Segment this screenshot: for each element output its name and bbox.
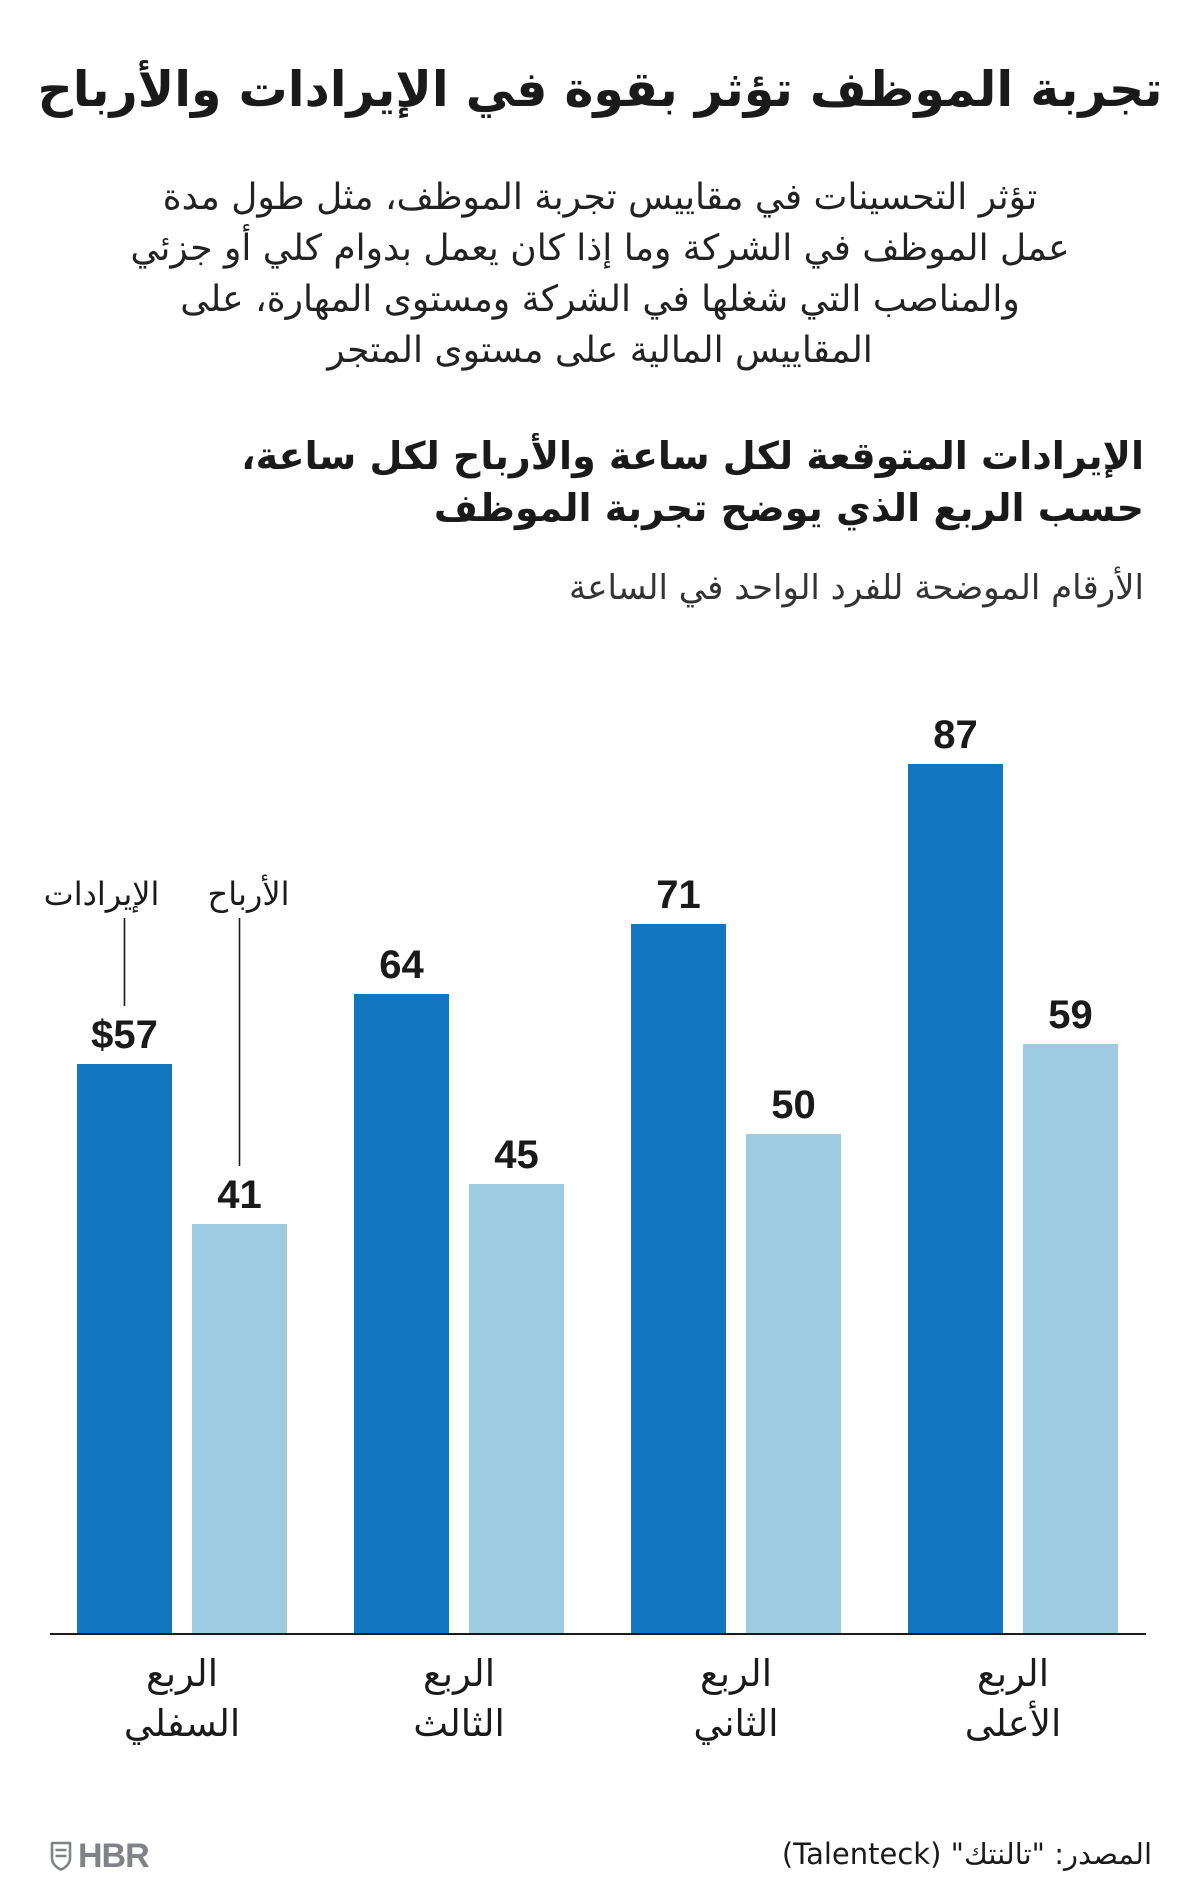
chart-title-line-text: حسب الربع الذي يوضح تجربة الموظف: [433, 486, 1144, 530]
legend-label-profit: الأرباح: [208, 874, 290, 913]
revenue-bar: [908, 764, 1003, 1634]
revenue-bar: [77, 1064, 172, 1634]
shield-icon: [50, 1841, 72, 1871]
chart-title-line-text: الإيرادات المتوقعة لكل ساعة والأرباح لكل…: [241, 434, 1144, 478]
chart-title-line: حسب الربع الذي يوضح تجربة الموظف: [104, 482, 1144, 534]
source-text: المصدر: "تالنتك" (Talenteck): [781, 1837, 1152, 1871]
description-line-text: المقاييس المالية على مستوى المتجر: [327, 330, 873, 371]
chart-title: الإيرادات المتوقعة لكل ساعة والأرباح لكل…: [104, 430, 1144, 534]
category-label-line: الثاني: [693, 1702, 778, 1745]
profit-value-label: 45: [494, 1133, 539, 1177]
revenue-bar: [354, 994, 449, 1634]
profit-value-label: 59: [1048, 993, 1093, 1037]
description-line-text: والمناصب التي شغلها في الشركة ومستوى الم…: [180, 279, 1020, 320]
description-line: المقاييس المالية على مستوى المتجر: [60, 325, 1140, 376]
category-label-line: الربع: [977, 1652, 1049, 1695]
chart-title-line: الإيرادات المتوقعة لكل ساعة والأرباح لكل…: [104, 430, 1144, 482]
legend-label-revenue: الإيرادات: [44, 875, 160, 913]
description-line-text: تؤثر التحسينات في مقاييس تجربة الموظف، م…: [162, 177, 1038, 218]
chart-subtitle: الأرقام الموضحة للفرد الواحد في الساعة: [104, 566, 1144, 610]
chart-subtitle-text: الأرقام الموضحة للفرد الواحد في الساعة: [568, 568, 1144, 608]
hbr-logo: HBR: [50, 1836, 150, 1875]
logo-text: HBR: [78, 1836, 150, 1875]
profit-bar: [469, 1184, 564, 1634]
revenue-value-label: 64: [379, 943, 424, 987]
revenue-value-label: 71: [656, 873, 701, 917]
category-label-line: الربع: [700, 1652, 772, 1695]
revenue-bar: [631, 924, 726, 1634]
source-note: المصدر: "تالنتك" (Talenteck): [782, 1834, 1152, 1874]
page-title: تجربة الموظف تؤثر بقوة في الإيرادات والأ…: [0, 55, 1200, 125]
profit-value-label: 41: [217, 1173, 262, 1217]
revenue-value-label: 87: [933, 713, 978, 757]
profit-bar: [1023, 1044, 1118, 1634]
description-line: عمل الموظف في الشركة وما إذا كان يعمل بد…: [60, 223, 1140, 274]
revenue-value-label: $57: [91, 1013, 158, 1057]
page-description: تؤثر التحسينات في مقاييس تجربة الموظف، م…: [60, 172, 1140, 376]
page-title-text: تجربة الموظف تؤثر بقوة في الإيرادات والأ…: [37, 61, 1163, 118]
category-label-line: الربع: [146, 1652, 218, 1695]
profit-bar: [192, 1224, 287, 1634]
description-line-text: عمل الموظف في الشركة وما إذا كان يعمل بد…: [130, 228, 1070, 269]
category-label-line: السفلي: [124, 1702, 240, 1745]
description-line: تؤثر التحسينات في مقاييس تجربة الموظف، م…: [60, 172, 1140, 223]
category-label-line: الأعلى: [965, 1700, 1062, 1745]
profit-bar: [746, 1134, 841, 1634]
category-label-line: الثالث: [413, 1702, 505, 1745]
profit-value-label: 50: [771, 1083, 816, 1127]
bar-chart: $57 64 71 87 41 45 50 59 الربع السفلي الربع الثالث ا…: [44, 713, 1146, 1745]
description-line: والمناصب التي شغلها في الشركة ومستوى الم…: [60, 274, 1140, 325]
category-label-line: الربع: [423, 1652, 495, 1695]
